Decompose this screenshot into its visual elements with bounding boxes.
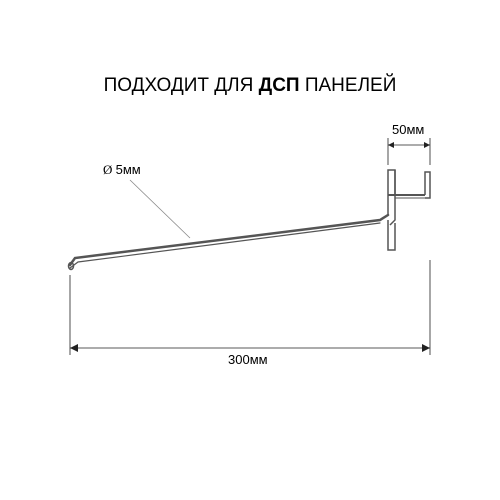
width-value: 50мм	[392, 122, 424, 137]
header-title: ПОДХОДИТ ДЛЯ ДСП ПАНЕЛЕЙ	[0, 75, 500, 97]
hook-diagram: Ø 5мм 50мм 300мм	[0, 120, 500, 420]
diameter-value: 5мм	[116, 162, 141, 177]
width-label: 50мм	[392, 122, 424, 137]
length-value: 300мм	[228, 352, 268, 367]
header-bold: ДСП	[259, 75, 300, 96]
diameter-label: Ø 5мм	[103, 162, 141, 178]
length-label: 300мм	[228, 352, 268, 367]
header-suffix: ПАНЕЛЕЙ	[300, 75, 397, 96]
diameter-icon: Ø	[103, 162, 116, 177]
header-prefix: ПОДХОДИТ ДЛЯ	[104, 75, 259, 96]
